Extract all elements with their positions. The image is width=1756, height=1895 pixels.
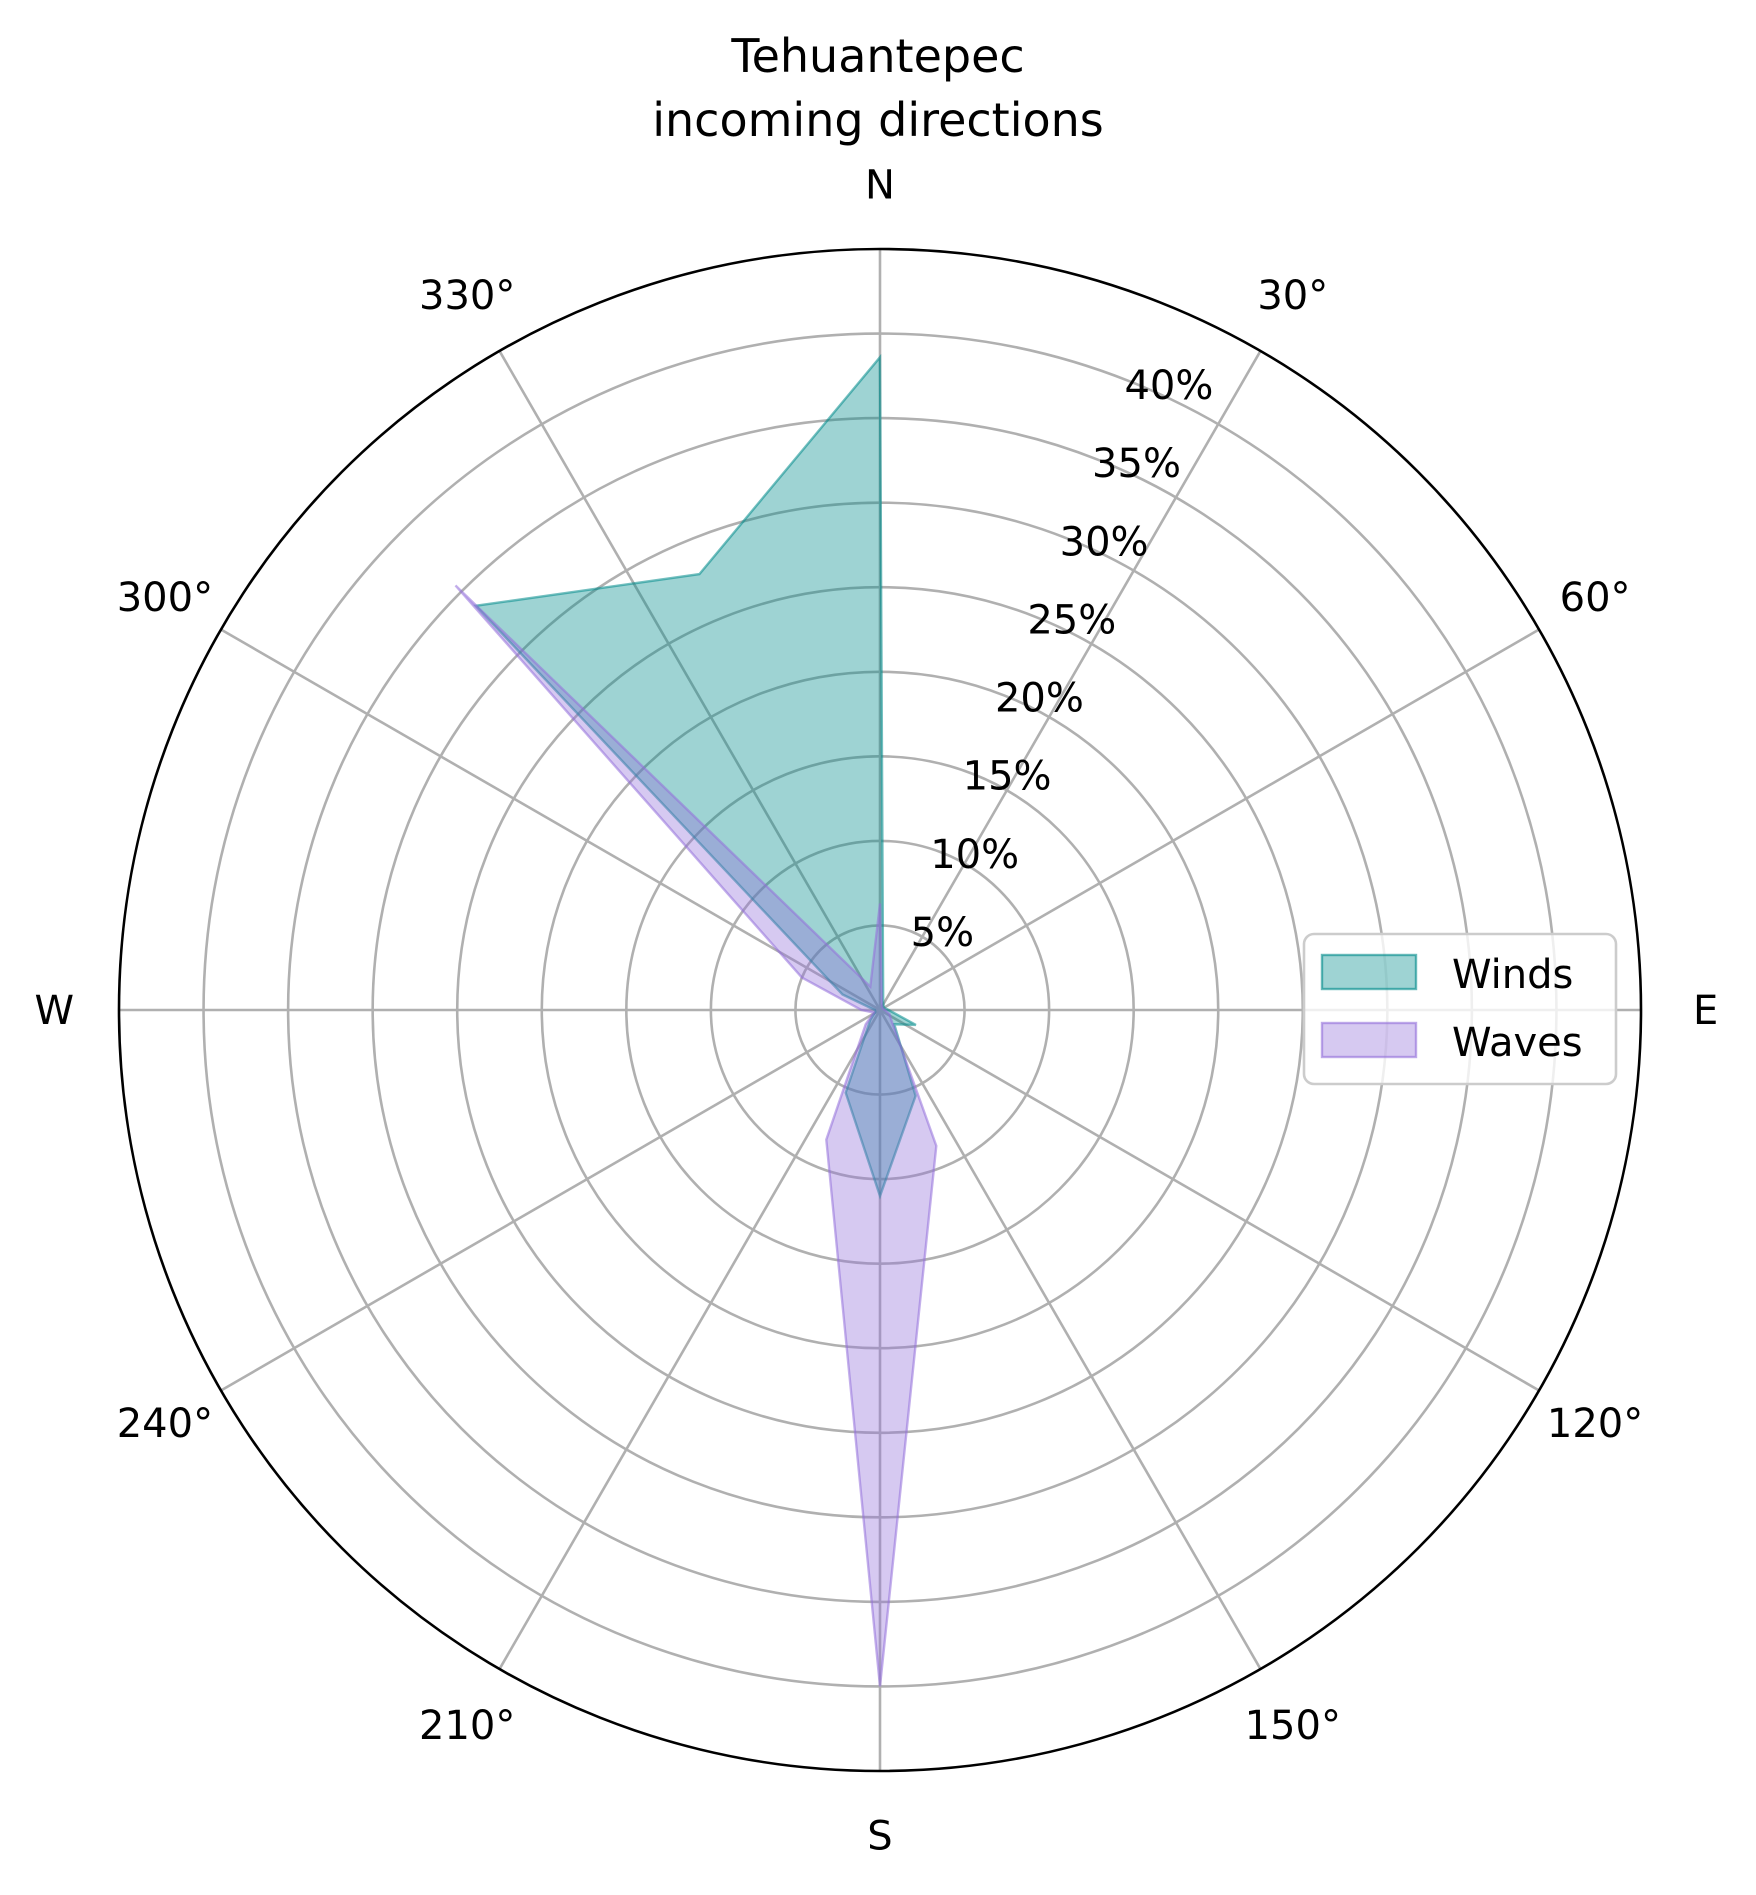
radial-tick-label-30: 30% <box>1060 519 1149 565</box>
radial-tick-label-15: 15% <box>963 754 1052 800</box>
angular-tick-label-150: 150° <box>1245 1703 1341 1749</box>
angular-gridline-300 <box>220 628 881 1012</box>
legend: Winds Waves <box>1302 932 1618 1086</box>
angular-tick-label-210: 210° <box>419 1703 515 1749</box>
legend-box <box>1302 932 1618 1086</box>
angular-gridline-150 <box>878 1009 1262 1670</box>
radial-tick-label-40: 40% <box>1124 363 1213 409</box>
series-layer <box>454 353 938 1687</box>
angular-gridline-210 <box>498 1009 882 1670</box>
radial-tick-label-10: 10% <box>930 832 1019 878</box>
angular-tick-label-300: 300° <box>117 575 213 621</box>
chart-title-line-2: incoming directions <box>652 93 1104 147</box>
angular-tick-label-60: 60° <box>1560 575 1631 621</box>
angular-tick-label-30: 30° <box>1257 273 1328 319</box>
series-area-waves <box>454 584 938 1687</box>
legend-swatch-winds <box>1320 953 1418 991</box>
legend-label-waves: Waves <box>1452 1020 1583 1066</box>
radial-tick-label-35: 35% <box>1092 441 1181 487</box>
legend-label-winds: Winds <box>1452 952 1573 998</box>
angular-tick-label-330: 330° <box>419 273 515 319</box>
series-area-winds <box>473 353 917 1200</box>
angular-tick-label-120: 120° <box>1547 1401 1643 1447</box>
label-layer: N 30° 60° E 120° 150° S 210° 240° W 300° 330° 5% 10% 1… <box>35 162 1719 1859</box>
chart-title-line-1: Tehuantepec <box>730 29 1024 83</box>
angular-gridline-240 <box>220 1008 881 1392</box>
polar-frame <box>117 247 1643 1773</box>
grid-layer <box>119 249 1641 1771</box>
angular-tick-label-180: S <box>867 1814 892 1860</box>
radial-tick-label-20: 20% <box>995 676 1084 722</box>
angular-gridline-60 <box>879 628 1540 1012</box>
angular-tick-label-270: W <box>35 988 75 1034</box>
angular-tick-label-240: 240° <box>117 1401 213 1447</box>
angular-tick-label-90: E <box>1693 988 1718 1034</box>
angular-gridline-30 <box>878 350 1262 1011</box>
angular-gridline-120 <box>879 1008 1540 1392</box>
radial-tick-label-5: 5% <box>911 910 974 956</box>
radial-tick-label-25: 25% <box>1027 597 1116 643</box>
angular-tick-label-0: N <box>865 162 895 208</box>
legend-swatch-waves <box>1320 1021 1418 1059</box>
angular-gridline-330 <box>498 350 882 1011</box>
